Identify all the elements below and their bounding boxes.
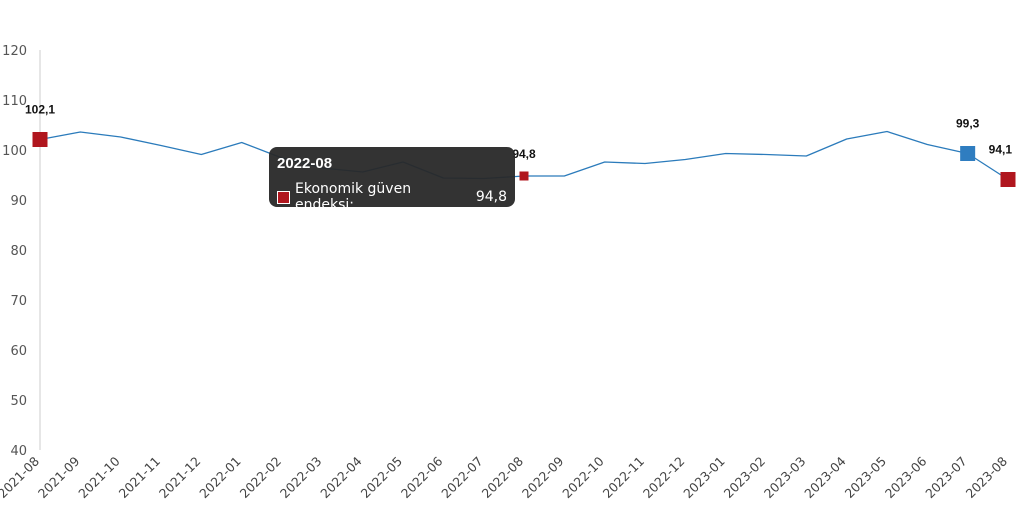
x-tick-label: 2023-04	[801, 453, 849, 501]
data-label: 94,1	[989, 143, 1013, 157]
x-tick-label: 2022-06	[398, 453, 446, 501]
data-point-marker	[32, 132, 48, 147]
x-tick-label: 2021-08	[0, 453, 42, 501]
tooltip-series-swatch	[277, 190, 290, 204]
y-tick-label: 120	[2, 44, 27, 59]
data-point-marker	[519, 171, 529, 181]
x-tick-label: 2022-07	[438, 454, 486, 502]
chart-tooltip: 2022-08 Ekonomik güven endeksi: 94,8	[269, 147, 515, 213]
x-tick-label: 2023-07	[922, 454, 970, 502]
x-tick-label: 2023-06	[882, 453, 930, 501]
y-tick-label: 90	[10, 194, 27, 209]
x-tick-label: 2021-12	[156, 454, 204, 502]
x-tick-label: 2023-03	[761, 454, 809, 502]
x-tick-label: 2022-11	[600, 454, 648, 502]
tooltip-row: Ekonomik güven endeksi: 94,8	[277, 181, 507, 213]
x-tick-label: 2023-01	[680, 454, 728, 502]
x-tick-label: 2022-04	[317, 453, 365, 501]
x-tick-label: 2022-08	[479, 453, 527, 501]
y-tick-label: 70	[10, 294, 27, 309]
x-tick-label: 2022-02	[237, 454, 285, 502]
y-tick-label: 110	[2, 94, 27, 109]
x-tick-label: 2022-03	[277, 454, 325, 502]
data-label: 94,8	[512, 147, 536, 161]
x-tick-label: 2023-05	[842, 454, 890, 502]
tooltip-series-label: Ekonomik güven endeksi:	[295, 181, 412, 213]
x-tick-label: 2021-10	[75, 453, 123, 501]
y-tick-label: 100	[2, 144, 27, 159]
y-tick-label: 40	[10, 444, 27, 459]
tooltip-value: 94,8	[475, 189, 507, 205]
x-tick-label: 2022-12	[640, 454, 688, 502]
data-point-marker	[1000, 172, 1016, 187]
data-label: 102,1	[25, 103, 55, 117]
data-point-marker	[960, 146, 976, 161]
x-tick-label: 2021-11	[116, 454, 164, 502]
x-tick-label: 2022-05	[358, 454, 406, 502]
y-tick-label: 50	[10, 394, 27, 409]
tooltip-title: 2022-08	[277, 155, 333, 172]
y-tick-label: 80	[10, 244, 27, 259]
y-tick-label: 60	[10, 344, 27, 359]
x-tick-label: 2021-09	[35, 453, 83, 501]
x-tick-label: 2022-09	[519, 453, 567, 501]
data-label: 99,3	[956, 117, 980, 131]
x-tick-label: 2022-01	[196, 454, 244, 502]
x-tick-label: 2023-02	[721, 454, 769, 502]
x-tick-label: 2022-10	[559, 453, 607, 501]
x-tick-label: 2023-08	[963, 453, 1011, 501]
